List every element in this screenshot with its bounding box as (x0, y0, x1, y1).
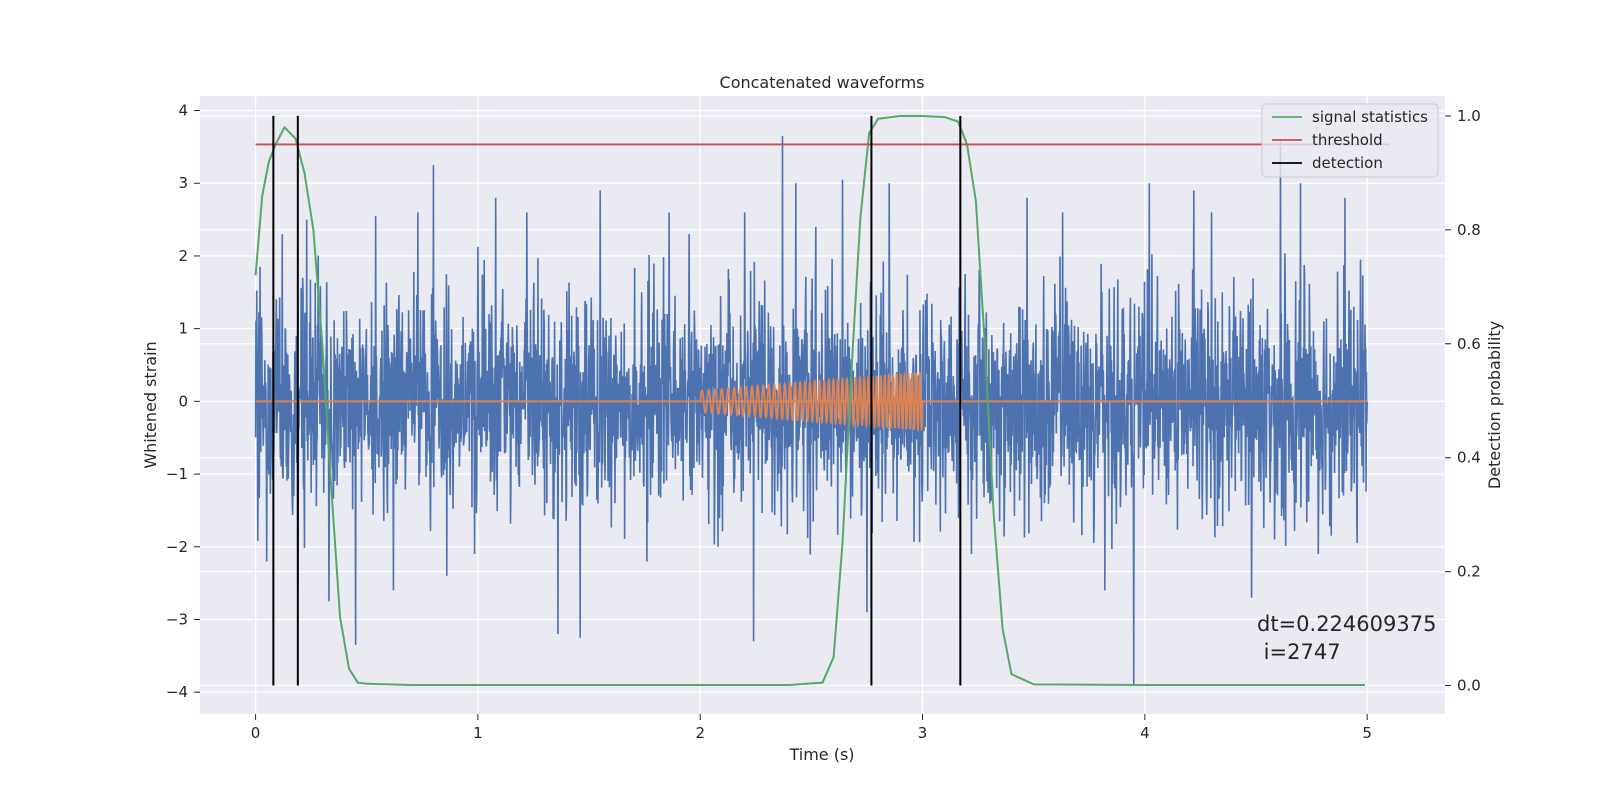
legend-label-threshold: threshold (1312, 131, 1383, 149)
legend-label-detection: detection (1312, 154, 1383, 172)
signal-statistics-line (254, 114, 1365, 686)
axis-ticks: 0 1 2 3 4 5 −4 −3 −2 −1 0 1 2 3 4 0.0 0.2 0.4 0.6 0.8 1.0 (166, 102, 1481, 742)
y2-axis-title: Detection probability (1485, 321, 1504, 489)
y2-tick-label: 0.0 (1457, 677, 1481, 695)
y-tick-label: −2 (166, 538, 188, 556)
legend: signal statistics threshold detection (1261, 103, 1439, 178)
legend-box (1261, 103, 1439, 178)
x-tick-label: 1 (473, 724, 483, 742)
detection-series (272, 115, 962, 686)
chart-title: Concatenated waveforms (720, 73, 925, 92)
y2-tick-label: 1.0 (1457, 107, 1481, 125)
y2-tick-label: 0.8 (1457, 221, 1481, 239)
y-axis-title: Whitened strain (141, 341, 160, 468)
y-tick-label: 3 (178, 174, 188, 192)
signal-statistics-series (254, 114, 1365, 686)
y-tick-label: 0 (178, 392, 188, 410)
injection-series (255, 370, 1368, 433)
y-tick-label: 1 (178, 320, 188, 338)
y-tick-label: −4 (166, 683, 188, 701)
y2-tick-label: 0.2 (1457, 563, 1481, 581)
y-tick-label: 2 (178, 247, 188, 265)
y-tick-label: −3 (166, 610, 188, 628)
strain-line (254, 135, 1368, 685)
x-tick-label: 5 (1362, 724, 1372, 742)
y2-tick-label: 0.4 (1457, 449, 1481, 467)
y2-tick-label: 0.6 (1457, 335, 1481, 353)
annotation-i: i=2747 (1257, 640, 1341, 664)
annotation-dt: dt=0.224609375 (1257, 612, 1436, 636)
y-tick-label: −1 (166, 465, 188, 483)
x-tick-label: 4 (1140, 724, 1150, 742)
x-tick-label: 0 (251, 724, 261, 742)
injection-chirp (699, 370, 924, 433)
legend-label-signal-statistics: signal statistics (1312, 108, 1428, 126)
x-tick-label: 2 (695, 724, 705, 742)
x-tick-label: 3 (918, 724, 928, 742)
strain-series (254, 135, 1368, 685)
x-axis-title: Time (s) (788, 745, 854, 764)
y-tick-label: 4 (178, 102, 188, 120)
